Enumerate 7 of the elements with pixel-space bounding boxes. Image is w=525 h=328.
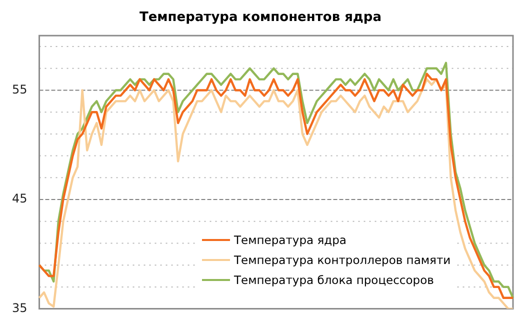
legend-label: Температура блока процессоров — [234, 272, 434, 289]
y-tick-label: 55 — [12, 82, 28, 96]
y-tick-label: 45 — [12, 192, 28, 206]
legend-label: Температура ядра — [234, 232, 346, 249]
legend-label: Температура контроллеров памяти — [234, 252, 451, 269]
chart-title: Температура компонентов ядра — [139, 10, 382, 26]
y-tick-label: 35 — [12, 300, 28, 315]
